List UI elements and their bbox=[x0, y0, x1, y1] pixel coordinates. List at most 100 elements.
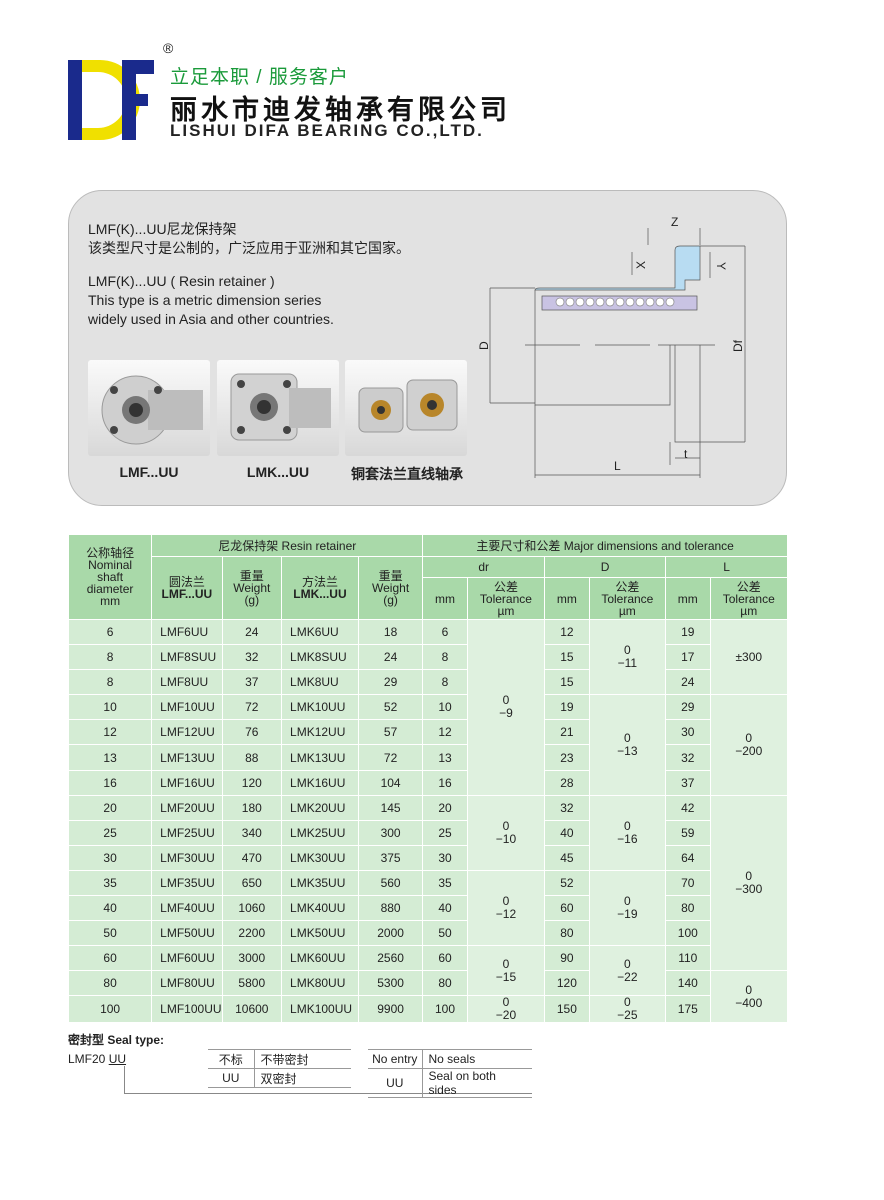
cell-lmf-weight: 24 bbox=[221, 618, 283, 646]
cell-dr-mm: 8 bbox=[422, 669, 468, 696]
header-D-mm: mm bbox=[544, 577, 590, 620]
table-row: 6 LMF6UU 24 LMK6UU 18 6 0 −9 12 0 −11 19 ±300 bbox=[67, 618, 789, 796]
header-resin: 尼龙保持架 Resin retainer bbox=[151, 534, 424, 557]
table-row: 8 LMF8UU 37 LMK8UU 29 8 15 24 bbox=[67, 669, 788, 696]
table-row: 12 LMF12UU 76 LMK12UU 57 12 21 30 bbox=[67, 719, 788, 746]
table-row: 10 LMF10UU 72 LMK10UU 52 10 19 0 −13 29 0 −200 bbox=[67, 694, 789, 796]
cell-lmk-model: LMK8SUU bbox=[281, 644, 359, 671]
cell-lmf-weight: 72 bbox=[221, 694, 283, 721]
cell-lmf-model: LMF10UU bbox=[151, 694, 223, 721]
cell-lmk-model: LMK6UU bbox=[281, 618, 359, 646]
cell-lmf-weight: 10600 bbox=[221, 995, 283, 1024]
cell-L-mm: 24 bbox=[665, 669, 711, 696]
cell-lmf-weight: 340 bbox=[221, 819, 283, 846]
intro-en-desc-2: widely used in Asia and other countries. bbox=[88, 311, 334, 327]
company-logo bbox=[68, 58, 154, 142]
cell-lmf-model: LMF16UU bbox=[151, 769, 223, 796]
slogan: 立足本职 / 服务客户 bbox=[170, 67, 349, 88]
L-tol-cell: ±300 bbox=[709, 618, 789, 696]
cell-D-mm: 15 bbox=[544, 644, 590, 671]
L-tol-cell: 0 −200 bbox=[709, 694, 789, 796]
cell-lmf-weight: 650 bbox=[221, 869, 283, 897]
seal-type-title: 密封型 Seal type: bbox=[68, 1033, 165, 1047]
header-nominal: 公称轴径 Nominal shaft diameter mm bbox=[67, 534, 153, 620]
header-lmf: 圆法兰 LMF...UU bbox=[151, 556, 223, 620]
cell-dr-mm: 6 bbox=[422, 618, 468, 646]
dr-tol-cell: 0 −15 bbox=[466, 945, 546, 997]
company-name-en: LISHUI DIFA BEARING CO.,LTD. bbox=[170, 121, 484, 140]
cell-dr-mm: 80 bbox=[422, 970, 468, 997]
cell-lmf-model: LMF6UU bbox=[151, 618, 223, 646]
photo-lmf bbox=[88, 360, 210, 456]
cell-dr-mm: 60 bbox=[422, 945, 468, 972]
table-row: 100 LMF100UU 10600 LMK100UU 9900 100 0 −20 150 0−… bbox=[67, 995, 788, 1024]
cell-dr-mm: 50 bbox=[422, 920, 468, 947]
cell-lmk-weight: 2560 bbox=[357, 945, 424, 972]
table-row: 50 LMF50UU 2200 LMK50UU 2000 50 80 100 bbox=[67, 920, 788, 947]
header-dr-mm: mm bbox=[422, 577, 468, 620]
table-row: 60 LMF60UU 3000 LMK60UU 2560 60 0 −15 90 0 −22 110 bbox=[67, 945, 788, 997]
cell-L-mm: 29 bbox=[665, 694, 711, 721]
cell-lmk-model: LMK10UU bbox=[281, 694, 359, 721]
intro-cn-title: LMF(K)...UU尼龙保持架 bbox=[88, 221, 237, 237]
D-tol-cell: 0 −11 bbox=[588, 618, 667, 696]
cell-nominal: 35 bbox=[67, 869, 153, 897]
cell-lmk-weight: 57 bbox=[357, 719, 424, 746]
cell-lmk-model: LMK60UU bbox=[281, 945, 359, 972]
cell-L-mm: 32 bbox=[665, 744, 711, 771]
header-major: 主要尺寸和公差 Major dimensions and tolerance bbox=[422, 534, 788, 557]
cell-lmk-model: LMK8UU bbox=[281, 669, 359, 696]
header-lmk: 方法兰 LMK...UU bbox=[281, 556, 359, 620]
cell-lmk-model: LMK50UU bbox=[281, 920, 359, 947]
intro-en-desc-1: This type is a metric dimension series bbox=[88, 292, 322, 308]
cell-L-mm: 19 bbox=[665, 618, 711, 646]
table-row: 30 LMF30UU 470 LMK30UU 375 30 45 64 bbox=[67, 844, 788, 871]
intro-text: LMF(K)...UU尼龙保持架 该类型尺寸是公制的，广泛应用于亚洲和其它国家。… bbox=[88, 220, 410, 329]
cell-lmk-weight: 375 bbox=[357, 844, 424, 871]
cell-lmk-weight: 18 bbox=[357, 618, 424, 646]
cell-nominal: 30 bbox=[67, 844, 153, 871]
seal-connector-line bbox=[124, 1066, 125, 1093]
cell-lmk-weight: 560 bbox=[357, 869, 424, 897]
cell-L-mm: 59 bbox=[665, 819, 711, 846]
table-row: 80 LMF80UU 5800 LMK80UU 5300 80 120 140 0 −400 bbox=[67, 970, 789, 1024]
cell-nominal: 50 bbox=[67, 920, 153, 947]
cell-D-mm: 23 bbox=[544, 744, 590, 771]
cell-D-mm: 60 bbox=[544, 895, 590, 922]
header-D: D bbox=[544, 556, 667, 578]
photo-label-lmf: LMF...UU bbox=[119, 464, 179, 480]
cell-lmf-weight: 32 bbox=[221, 644, 283, 671]
seal-row: UU Seal on both sides bbox=[368, 1068, 532, 1098]
cell-lmk-model: LMK20UU bbox=[281, 794, 359, 821]
cell-dr-mm: 100 bbox=[422, 995, 468, 1024]
cell-D-mm: 52 bbox=[544, 869, 590, 897]
cell-L-mm: 64 bbox=[665, 844, 711, 871]
photo-copper-flange bbox=[345, 360, 467, 456]
cell-nominal: 10 bbox=[67, 694, 153, 721]
cell-lmf-model: LMF60UU bbox=[151, 945, 223, 972]
header-D-tol: 公差 Tolerance µm bbox=[588, 577, 667, 620]
cell-L-mm: 70 bbox=[665, 869, 711, 897]
L-tol-cell: 0 −400 bbox=[709, 970, 789, 1024]
cell-L-mm: 110 bbox=[665, 945, 711, 972]
table-row: 16 LMF16UU 120 LMK16UU 104 16 28 37 bbox=[67, 769, 788, 796]
cell-lmk-model: LMK100UU bbox=[281, 995, 359, 1024]
cell-lmf-weight: 470 bbox=[221, 844, 283, 871]
dimension-diagram: Z X Y D Df L t bbox=[477, 215, 746, 478]
cell-lmf-weight: 76 bbox=[221, 719, 283, 746]
cell-nominal: 12 bbox=[67, 719, 153, 746]
spec-table: 公称轴径 Nominal shaft diameter mm 尼龙保持架 Resin r… bbox=[67, 534, 789, 1024]
header-L-mm: mm bbox=[665, 577, 711, 620]
seal-row: 不标 不带密封 bbox=[208, 1049, 351, 1069]
dim-t-label: t bbox=[684, 447, 688, 461]
D-tol-cell: 0 −22 bbox=[588, 945, 667, 997]
cell-dr-mm: 8 bbox=[422, 644, 468, 671]
cell-D-mm: 40 bbox=[544, 819, 590, 846]
cell-D-mm: 45 bbox=[544, 844, 590, 871]
cell-lmk-weight: 24 bbox=[357, 644, 424, 671]
cell-lmk-weight: 145 bbox=[357, 794, 424, 821]
cell-lmf-weight: 2200 bbox=[221, 920, 283, 947]
dim-y-label: Y bbox=[714, 262, 728, 270]
dr-tol-cell: 0 −20 bbox=[466, 995, 546, 1024]
cell-lmf-model: LMF13UU bbox=[151, 744, 223, 771]
